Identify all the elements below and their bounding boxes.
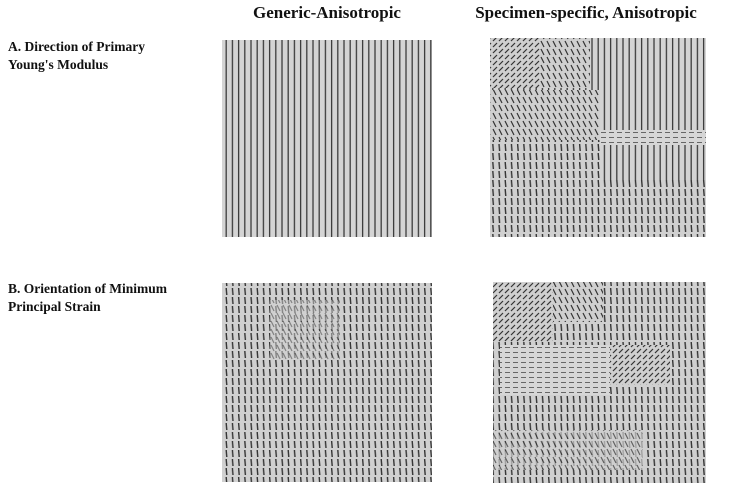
row-label: Principal Strain <box>8 299 101 314</box>
vector-field-image <box>493 282 706 483</box>
row-label: B. Orientation of Minimum <box>8 281 168 296</box>
vector-field-image <box>222 40 432 237</box>
vector-field-image <box>222 283 432 482</box>
column-header: Generic-Anisotropic <box>253 3 401 22</box>
column-header: Specimen-specific, Anisotropic <box>475 3 697 22</box>
row-label: A. Direction of Primary <box>8 39 145 54</box>
vector-field-image <box>490 38 706 237</box>
row-label: Young's Modulus <box>8 57 108 72</box>
